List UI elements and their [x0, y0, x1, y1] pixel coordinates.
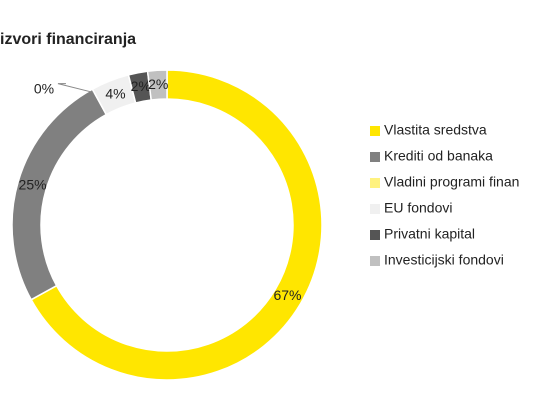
legend-label: Vladini programi finan: [384, 174, 519, 190]
donut-segment: [146, 69, 168, 101]
legend-label: Privatni kapital: [384, 226, 475, 242]
data-label: 2%: [148, 76, 168, 92]
donut-segment: [11, 88, 108, 301]
legend-swatch: [370, 178, 380, 188]
data-label: 25%: [19, 177, 47, 193]
chart-title: izvori financiranja: [0, 31, 136, 48]
legend-swatch: [370, 152, 380, 162]
data-label: 0%: [34, 80, 54, 96]
data-label: 67%: [273, 287, 301, 303]
legend-label: Investicijski fondovi: [384, 252, 504, 268]
legend-swatch: [370, 256, 380, 266]
legend-swatch: [370, 230, 380, 240]
legend-label: Vlastita sredstva: [384, 122, 487, 138]
donut-segment: [30, 69, 323, 381]
legend-swatch: [370, 204, 380, 214]
data-label: 2%: [131, 78, 151, 94]
leader-line: [57, 83, 95, 94]
legend-label: Krediti od banaka: [384, 148, 493, 164]
legend-label: EU fondovi: [384, 200, 452, 216]
legend-swatch: [370, 126, 380, 136]
data-label: 4%: [105, 86, 125, 102]
